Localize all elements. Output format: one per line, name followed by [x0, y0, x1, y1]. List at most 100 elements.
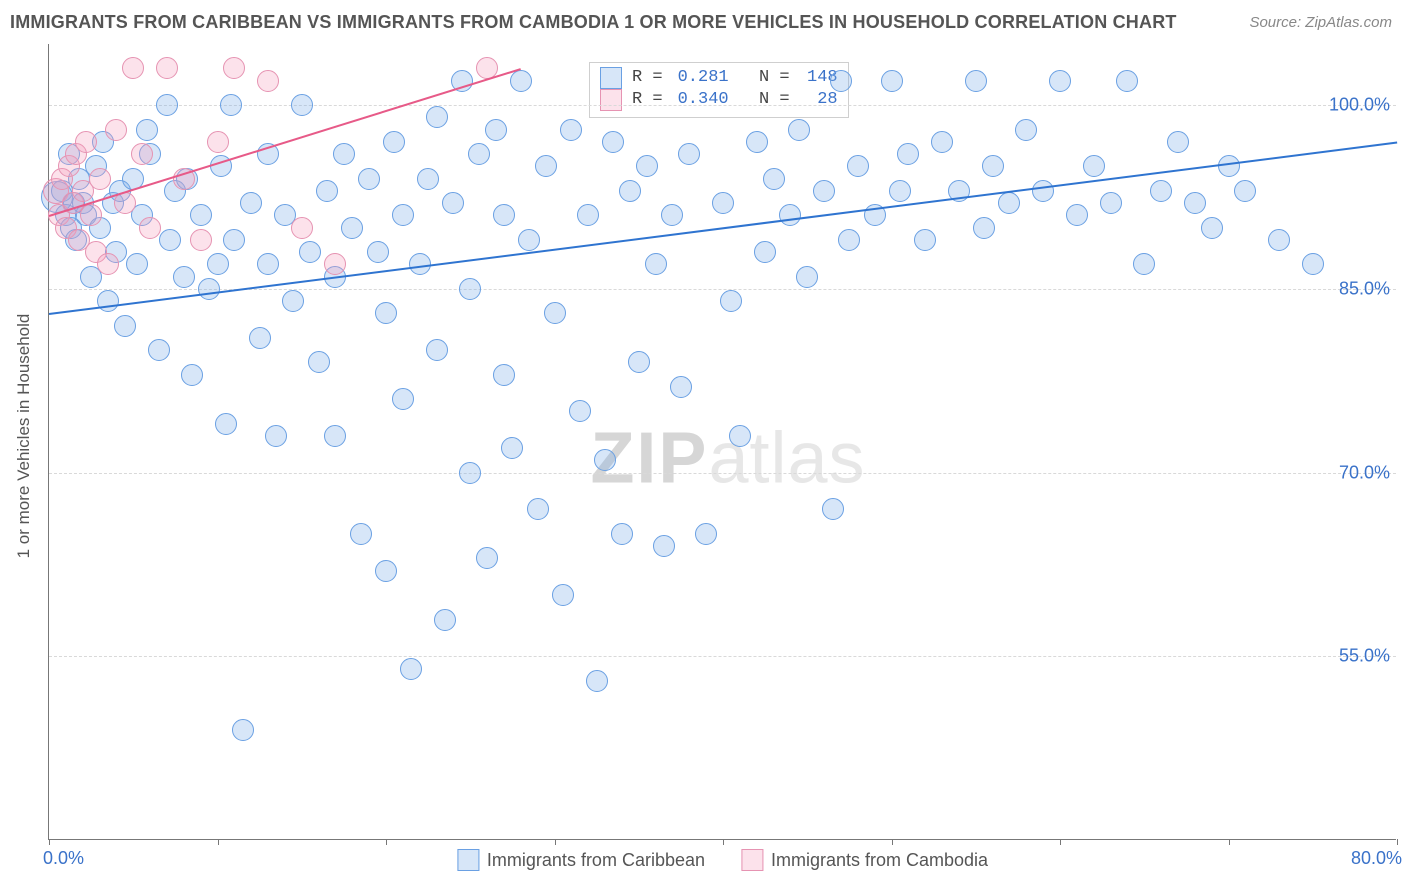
data-point-caribbean — [159, 229, 181, 251]
legend-label: Immigrants from Caribbean — [487, 850, 705, 871]
data-point-caribbean — [931, 131, 953, 153]
legend-N-label: N = — [739, 89, 790, 111]
data-point-caribbean — [889, 180, 911, 202]
data-point-caribbean — [493, 204, 515, 226]
data-point-caribbean — [493, 364, 515, 386]
data-point-caribbean — [249, 327, 271, 349]
data-point-caribbean — [265, 425, 287, 447]
data-point-caribbean — [998, 192, 1020, 214]
data-point-caribbean — [97, 290, 119, 312]
legend-label: Immigrants from Cambodia — [771, 850, 988, 871]
data-point-caribbean — [375, 560, 397, 582]
y-axis-label-wrap: 1 or more Vehicles in Household — [14, 191, 34, 436]
legend-swatch — [741, 849, 763, 871]
data-point-caribbean — [257, 253, 279, 275]
data-point-caribbean — [207, 253, 229, 275]
data-point-caribbean — [788, 119, 810, 141]
data-point-caribbean — [569, 400, 591, 422]
legend-stats-row-caribbean: R =0.281 N =148 — [600, 67, 838, 89]
data-point-caribbean — [636, 155, 658, 177]
data-point-caribbean — [830, 70, 852, 92]
legend-item-cambodia: Immigrants from Cambodia — [741, 849, 988, 871]
data-point-caribbean — [973, 217, 995, 239]
data-point-caribbean — [156, 94, 178, 116]
data-point-cambodia — [324, 253, 346, 275]
data-point-cambodia — [139, 217, 161, 239]
data-point-caribbean — [914, 229, 936, 251]
data-point-caribbean — [367, 241, 389, 263]
data-point-caribbean — [316, 180, 338, 202]
data-point-caribbean — [476, 547, 498, 569]
data-point-caribbean — [392, 204, 414, 226]
data-point-cambodia — [122, 57, 144, 79]
data-point-caribbean — [560, 119, 582, 141]
data-point-caribbean — [426, 106, 448, 128]
x-tick — [1397, 839, 1398, 845]
x-tick — [218, 839, 219, 845]
watermark: ZIPatlas — [590, 417, 865, 499]
data-point-caribbean — [358, 168, 380, 190]
data-point-caribbean — [114, 315, 136, 337]
data-point-caribbean — [400, 658, 422, 680]
data-point-caribbean — [796, 266, 818, 288]
data-point-cambodia — [97, 253, 119, 275]
legend-N-label: N = — [739, 67, 790, 89]
data-point-caribbean — [746, 131, 768, 153]
data-point-caribbean — [1218, 155, 1240, 177]
gridline — [49, 105, 1396, 106]
data-point-caribbean — [586, 670, 608, 692]
legend-N-value: 28 — [800, 89, 838, 111]
data-point-caribbean — [190, 204, 212, 226]
data-point-cambodia — [207, 131, 229, 153]
gridline — [49, 656, 1396, 657]
data-point-caribbean — [754, 241, 776, 263]
data-point-caribbean — [535, 155, 557, 177]
x-tick — [723, 839, 724, 845]
data-point-caribbean — [897, 143, 919, 165]
data-point-caribbean — [1032, 180, 1054, 202]
data-point-caribbean — [552, 584, 574, 606]
x-tick — [555, 839, 556, 845]
data-point-caribbean — [198, 278, 220, 300]
data-point-cambodia — [105, 119, 127, 141]
data-point-caribbean — [1234, 180, 1256, 202]
data-point-caribbean — [1268, 229, 1290, 251]
x-tick — [49, 839, 50, 845]
data-point-caribbean — [982, 155, 1004, 177]
data-point-caribbean — [417, 168, 439, 190]
data-point-caribbean — [518, 229, 540, 251]
data-point-cambodia — [291, 217, 313, 239]
data-point-caribbean — [695, 523, 717, 545]
data-point-caribbean — [594, 449, 616, 471]
data-point-caribbean — [1201, 217, 1223, 239]
data-point-caribbean — [661, 204, 683, 226]
data-point-caribbean — [1066, 204, 1088, 226]
x-axis-max-label: 80.0% — [1351, 848, 1402, 869]
data-point-caribbean — [240, 192, 262, 214]
x-axis-min-label: 0.0% — [43, 848, 84, 869]
y-tick-label: 55.0% — [1310, 646, 1390, 667]
data-point-caribbean — [510, 70, 532, 92]
data-point-caribbean — [181, 364, 203, 386]
data-point-caribbean — [299, 241, 321, 263]
data-point-caribbean — [1184, 192, 1206, 214]
data-point-caribbean — [434, 609, 456, 631]
data-point-cambodia — [89, 168, 111, 190]
legend-swatch — [457, 849, 479, 871]
data-point-cambodia — [223, 57, 245, 79]
data-point-caribbean — [426, 339, 448, 361]
data-point-caribbean — [729, 425, 751, 447]
data-point-caribbean — [383, 131, 405, 153]
data-point-caribbean — [822, 498, 844, 520]
gridline — [49, 473, 1396, 474]
x-tick — [386, 839, 387, 845]
data-point-caribbean — [308, 351, 330, 373]
data-point-caribbean — [291, 94, 313, 116]
data-point-caribbean — [602, 131, 624, 153]
data-point-caribbean — [126, 253, 148, 275]
data-point-caribbean — [232, 719, 254, 741]
data-point-caribbean — [577, 204, 599, 226]
data-point-caribbean — [1015, 119, 1037, 141]
data-point-caribbean — [501, 437, 523, 459]
data-point-cambodia — [190, 229, 212, 251]
